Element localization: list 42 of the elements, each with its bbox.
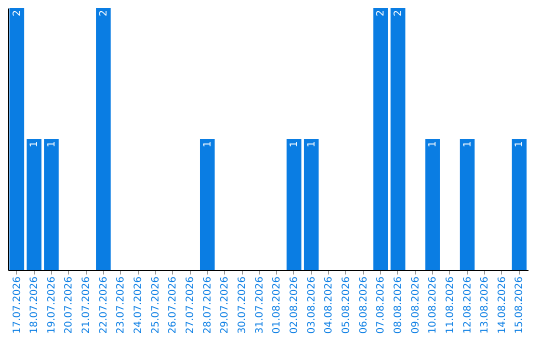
data-label: 2 [98,10,110,16]
x-tick-label: 20.07.2026 [64,276,75,334]
x-tick-label: 06.08.2026 [358,276,370,334]
x-tick-label: 13.08.2026 [480,276,491,334]
x-tick-label: 03.08.2026 [306,276,318,334]
x-tick-label: 08.08.2026 [392,276,404,334]
data-label: 1 [514,141,526,148]
data-label: 2 [376,10,387,16]
x-tick-label: 23.07.2026 [116,276,127,334]
data-label: 2 [12,10,23,16]
x-tick-label: 28.07.2026 [202,276,214,334]
x-tick-label: 25.07.2026 [150,276,162,334]
data-label: 1 [462,141,474,148]
x-tick-label: 15.08.2026 [514,276,526,334]
x-tick-label: 12.08.2026 [462,276,474,334]
x-tick-label: 26.07.2026 [168,276,179,334]
x-tick-label: 07.08.2026 [376,276,387,334]
x-tick-label: 19.07.2026 [46,276,58,334]
x-tick-label: 31.07.2026 [254,276,266,334]
data-label: 1 [428,141,439,148]
data-label: 1 [29,141,40,148]
data-label: 1 [202,141,214,148]
x-tick-label: 24.07.2026 [133,276,144,334]
x-tick-label: 09.08.2026 [410,276,422,334]
x-tick-label: 11.08.2026 [444,276,456,334]
data-label: 1 [306,141,318,148]
x-tick-label: 18.07.2026 [29,276,40,334]
data-label: 1 [46,141,58,148]
x-tick-label: 02.08.2026 [288,276,300,334]
x-tick-label: 17.07.2026 [12,276,23,334]
data-label: 2 [392,10,404,16]
x-tick-label: 22.07.2026 [98,276,110,334]
x-tick-label: 10.08.2026 [428,276,439,334]
x-tick-label: 29.07.2026 [220,276,231,334]
x-tick-label: 21.07.2026 [81,276,92,334]
x-tick-label: 27.07.2026 [185,276,196,334]
x-tick-label: 14.08.2026 [496,276,508,334]
data-label: 1 [288,141,300,148]
x-tick-label: 01.08.2026 [272,276,283,334]
x-tick-label: 30.07.2026 [237,276,248,334]
x-tick-label: 04.08.2026 [324,276,335,334]
x-tick-label: 05.08.2026 [340,276,352,334]
